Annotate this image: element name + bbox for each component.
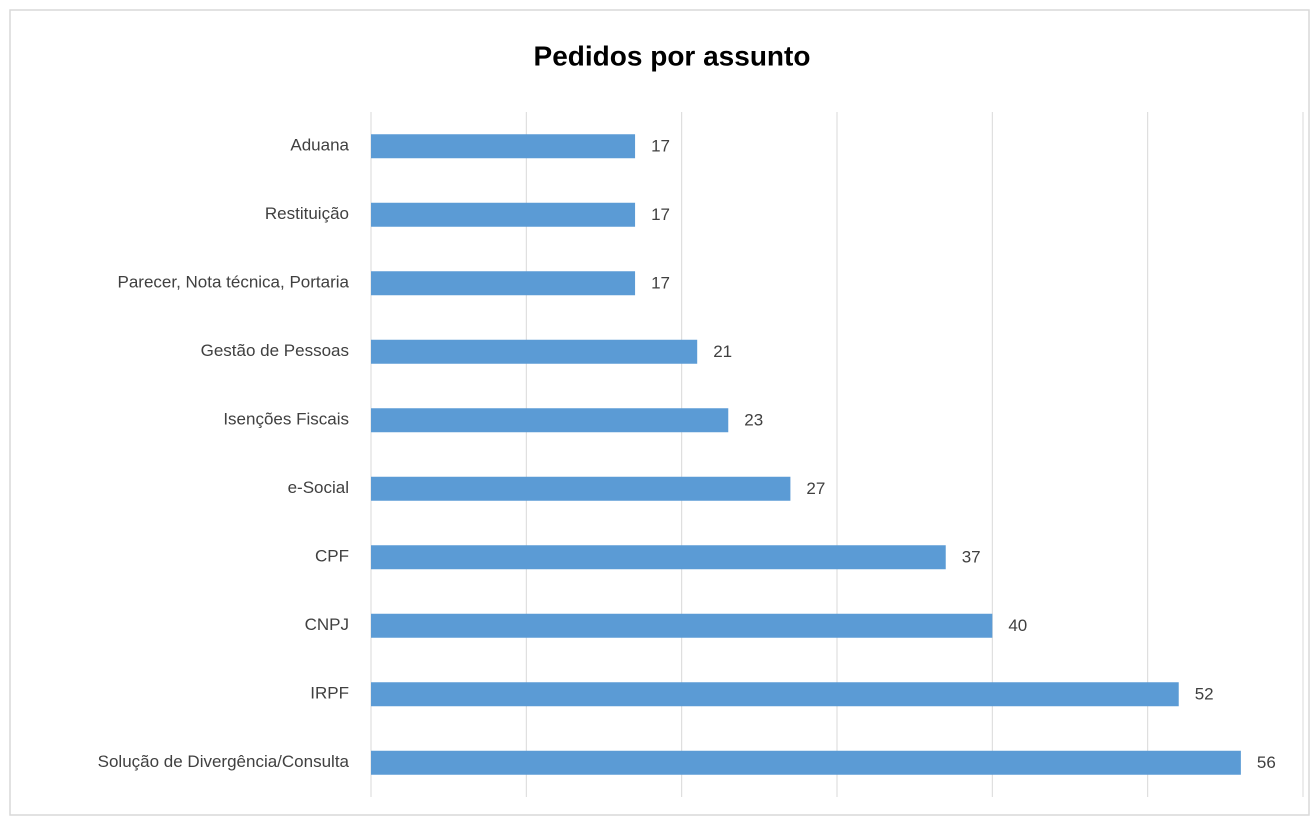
bar <box>371 750 1241 775</box>
data-label: 23 <box>744 411 763 430</box>
data-label: 56 <box>1257 753 1276 772</box>
bar <box>371 613 993 638</box>
data-label: 52 <box>1195 685 1214 704</box>
y-tick-label: Aduana <box>290 136 349 155</box>
bar <box>371 339 698 364</box>
bar <box>371 545 946 570</box>
y-tick-label: Solução de Divergência/Consulta <box>98 752 350 771</box>
y-tick-label: Gestão de Pessoas <box>201 341 349 360</box>
data-label: 21 <box>713 342 732 361</box>
bar <box>371 408 729 433</box>
data-label: 17 <box>651 274 670 293</box>
data-label: 27 <box>806 479 825 498</box>
bar <box>371 271 636 296</box>
bar <box>371 476 791 501</box>
bar <box>371 202 636 227</box>
y-tick-label: CPF <box>315 547 349 566</box>
data-label: 40 <box>1008 616 1027 635</box>
y-tick-label: CNPJ <box>305 615 349 634</box>
y-tick-label: Isenções Fiscais <box>223 410 349 429</box>
data-label: 17 <box>651 205 670 224</box>
data-label: 17 <box>651 137 670 156</box>
y-tick-label: Restituição <box>265 204 349 223</box>
bar <box>371 682 1179 707</box>
data-label: 37 <box>962 548 981 567</box>
y-tick-label: e-Social <box>288 478 349 497</box>
y-tick-label: Parecer, Nota técnica, Portaria <box>117 273 349 292</box>
chart-title: Pedidos por assunto <box>534 40 811 71</box>
y-tick-label: IRPF <box>310 684 349 703</box>
bar <box>371 134 636 159</box>
